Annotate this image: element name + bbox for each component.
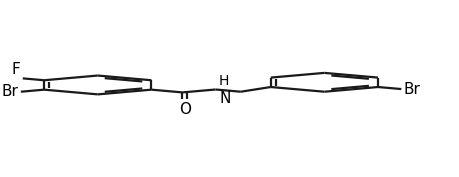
Text: H: H [219,74,230,88]
Text: F: F [12,62,21,77]
Text: N: N [219,91,230,106]
Text: O: O [179,102,191,117]
Text: Br: Br [403,82,420,97]
Text: Br: Br [2,84,19,99]
